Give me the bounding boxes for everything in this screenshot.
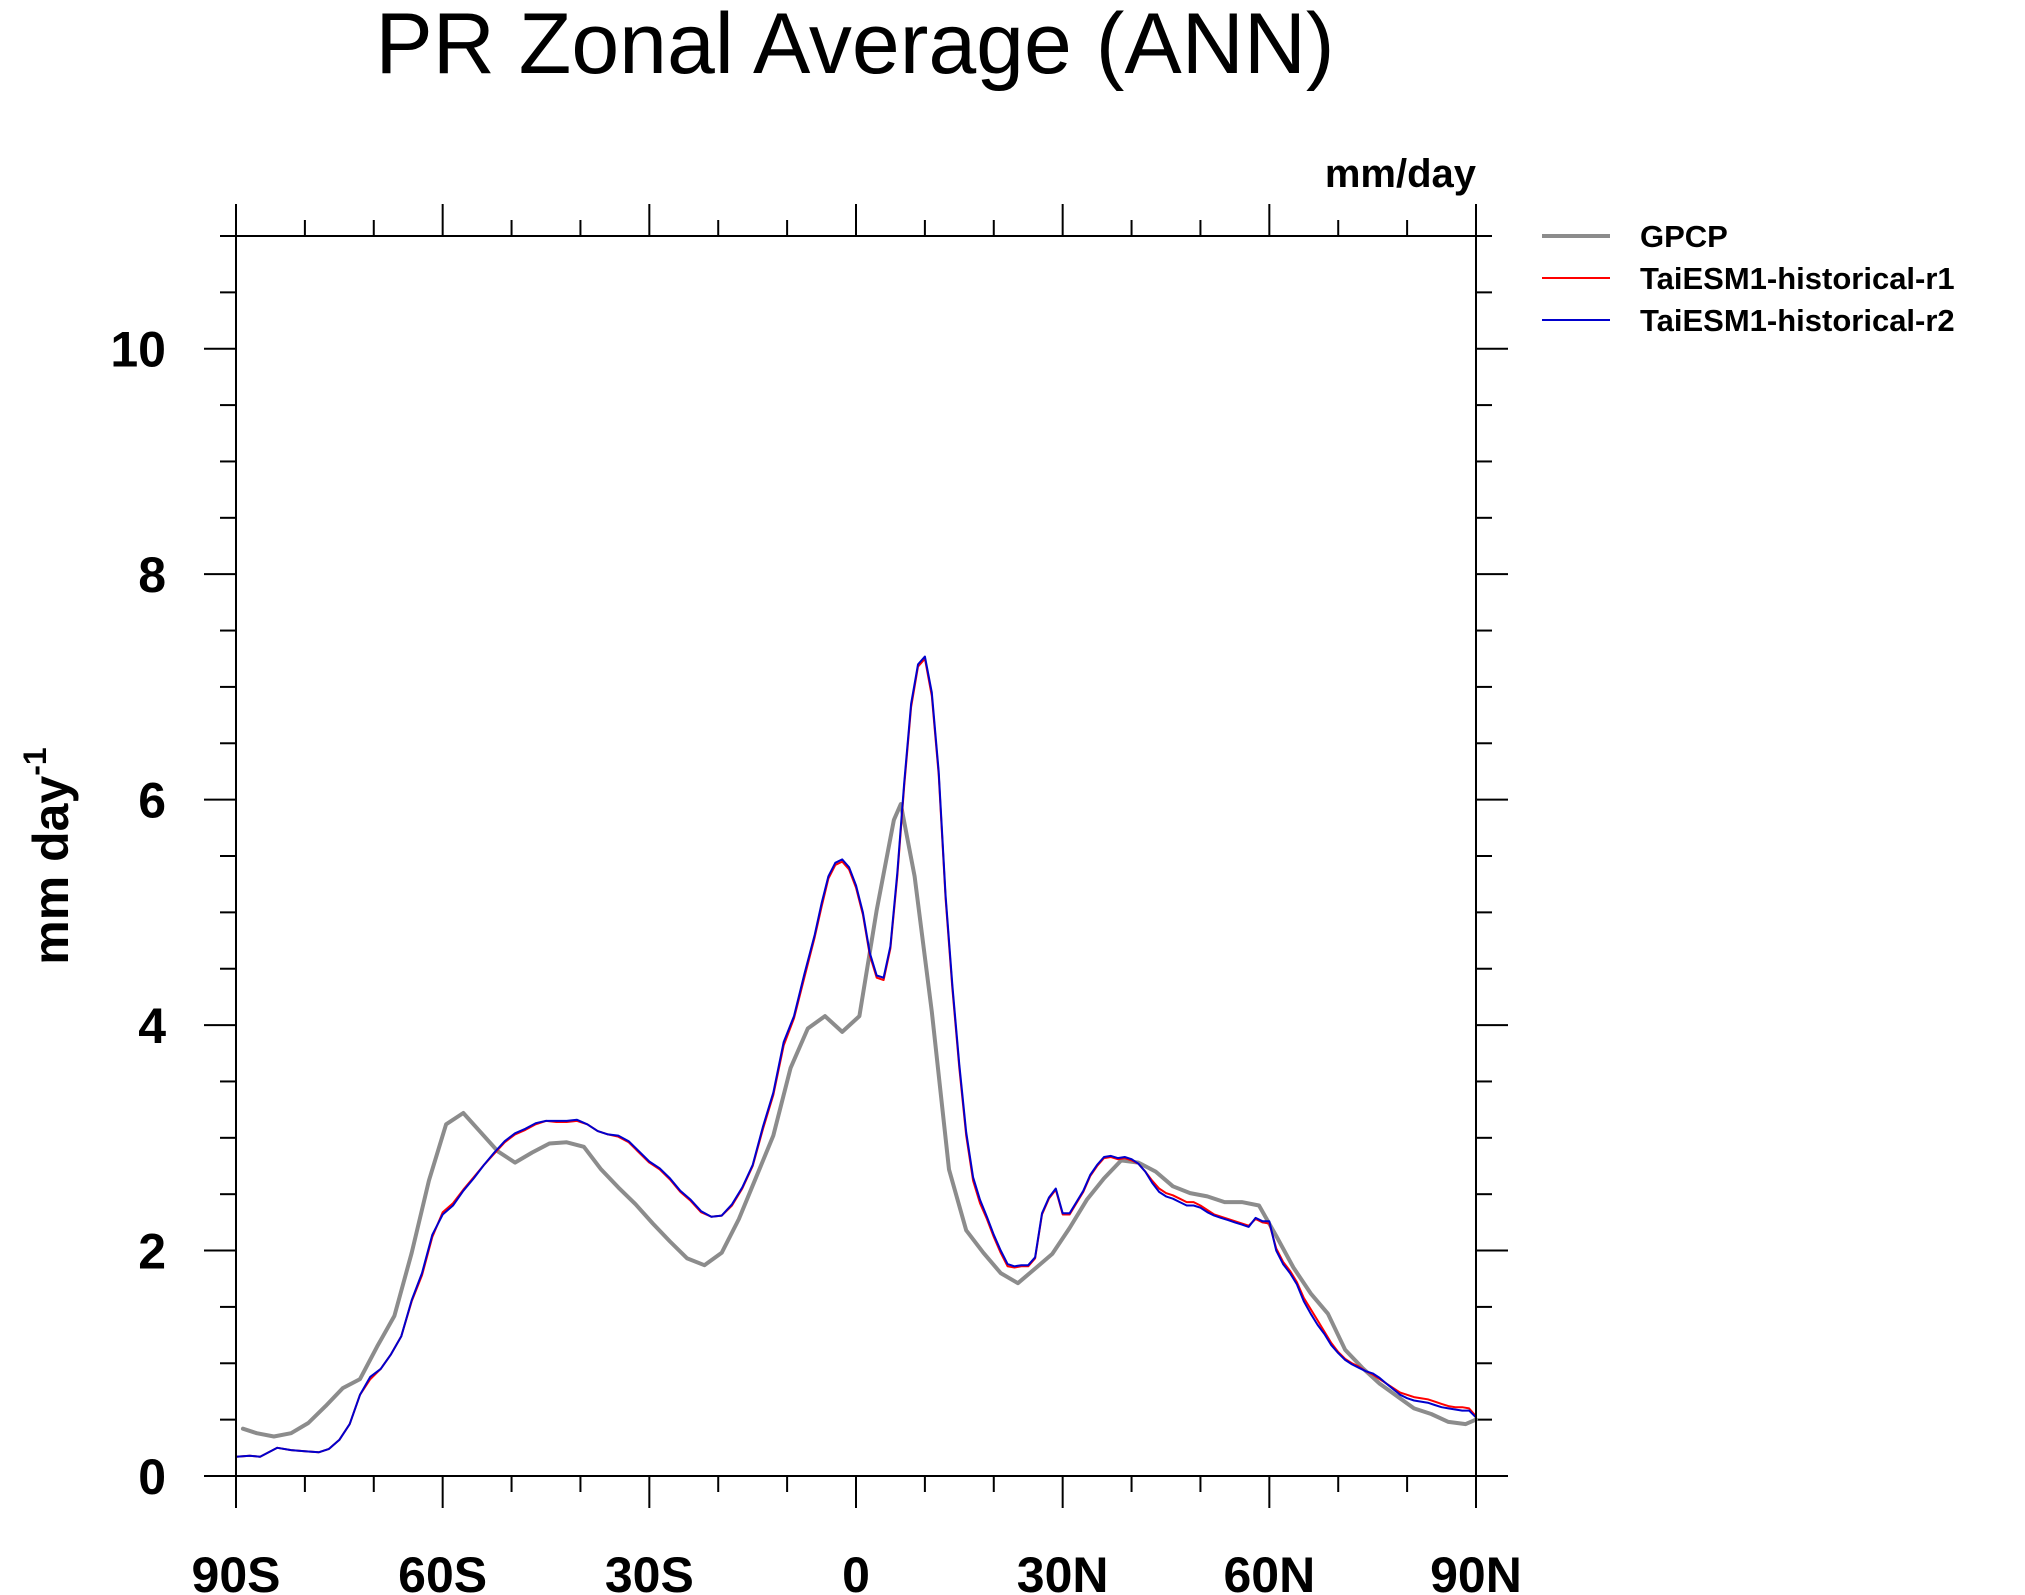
y-axis-label-text: mm day [23,776,79,965]
series-line-3 [235,655,1477,1458]
series-line-1 [240,802,1478,1439]
x-tick-label: 0 [842,1547,870,1595]
plot-frame [235,235,1477,1477]
x-tick-labels: 90S 60S 30S 0 30N 60N 90N [192,1547,1522,1595]
series-line-2 [235,657,1477,1458]
x-tick-label: 90S [192,1547,281,1595]
series-layer [235,655,1478,1458]
legend-entry: GPCP [1640,219,1728,254]
y-tick-label: 2 [138,1224,166,1280]
axis-ticks [204,204,1508,1508]
y-tick-label: 0 [138,1449,166,1505]
x-tick-label: 30S [605,1547,694,1595]
chart-title: PR Zonal Average (ANN) [375,0,1334,92]
x-tick-label: 60N [1223,1547,1315,1595]
legend-entry: TaiESM1-historical-r1 [1640,261,1955,296]
y-tick-label: 10 [110,322,166,378]
legend-entry: TaiESM1-historical-r2 [1640,303,1955,338]
y-axis-label-exponent: -1 [17,747,53,775]
y-tick-label: 4 [138,998,166,1054]
x-tick-label: 90N [1430,1547,1522,1595]
legend: GPCP TaiESM1-historical-r1 TaiESM1-histori… [1542,219,1955,338]
y-tick-labels: 0 2 4 6 8 10 [110,322,166,1505]
x-tick-label: 60S [398,1547,487,1595]
x-tick-label: 30N [1017,1547,1109,1595]
y-tick-label: 8 [138,547,166,603]
y-axis-label: mm day-1 [17,747,79,964]
y-tick-label: 6 [138,773,166,829]
units-label: mm/day [1325,152,1477,196]
